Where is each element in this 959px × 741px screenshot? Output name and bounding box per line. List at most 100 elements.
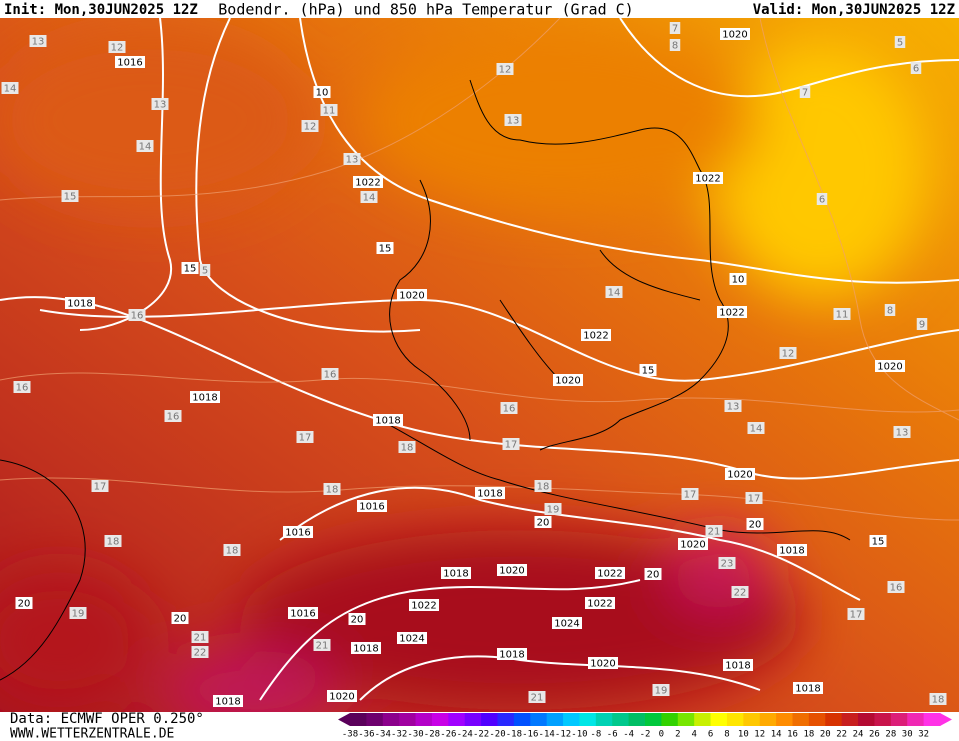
isotherm-label: 5: [897, 38, 903, 49]
scale-swatch: [645, 713, 662, 726]
isotherm-label: 9: [919, 320, 925, 331]
scale-label: 4: [691, 730, 696, 740]
isobar-label-box: [327, 690, 357, 702]
isotherm-label-box: [29, 35, 47, 47]
scale-arrow-high: [940, 713, 952, 726]
scale-swatch: [448, 713, 466, 726]
isotherm-label-box: [69, 607, 87, 619]
data-source: Data: ECMWF OPER 0.250°: [10, 711, 204, 727]
isotherm-label-box: [296, 431, 314, 443]
isotherm-label-box: [496, 63, 514, 75]
isobar-label: 1022: [355, 178, 380, 189]
scale-label: -28: [424, 730, 440, 740]
scale-swatch: [431, 713, 449, 726]
scale-label: 8: [724, 730, 729, 740]
isobar-label-box: [357, 500, 387, 512]
isobar-label: 1016: [290, 609, 315, 620]
isotherm-label: 16: [503, 404, 516, 415]
isotherm-label: 19: [655, 686, 668, 697]
scale-label: 0: [659, 730, 664, 740]
valid-time: Valid: Mon,30JUN2025 12Z: [753, 2, 955, 18]
isobar-label: 10: [732, 275, 745, 286]
isobar-label-box: [497, 564, 527, 576]
scale-label: 30: [902, 730, 913, 740]
isotherm-label: 12: [499, 65, 512, 76]
scale-label: -20: [489, 730, 505, 740]
scale-swatch: [530, 713, 548, 726]
scale-label: -16: [522, 730, 538, 740]
isotherm-label-box: [745, 492, 763, 504]
isotherm-label: 14: [139, 142, 152, 153]
isotherm-label: 22: [194, 648, 207, 659]
isobar-label-box: [397, 632, 427, 644]
scale-label: 20: [820, 730, 831, 740]
isotherm-label: 15: [64, 192, 77, 203]
scale-swatch: [415, 713, 433, 726]
isotherm-label: 11: [323, 106, 336, 117]
scale-swatch: [743, 713, 761, 726]
isotherm-label: 12: [782, 349, 795, 360]
isobar-label-box: [288, 607, 318, 619]
scale-swatch: [694, 713, 712, 726]
isotherm-label-box: [816, 193, 828, 205]
map-area: 13 12 14 13 12 11 14 13 15 14 12 13 5 16 14 16 16 16 17 16 1…: [0, 18, 959, 712]
scale-swatch: [890, 713, 908, 726]
isotherm-label: 14: [608, 288, 621, 299]
isotherm-label-box: [500, 402, 518, 414]
isobar-label-box: [875, 360, 905, 372]
isotherm-label-box: [705, 525, 723, 537]
isotherm-label-box: [320, 104, 338, 116]
scale-swatch: [661, 713, 679, 726]
scale-swatch: [366, 713, 384, 726]
isotherm-label: 19: [547, 505, 560, 516]
isobar-label-box: [497, 648, 527, 660]
isobars: [0, 18, 959, 701]
isotherm-label: 16: [890, 583, 903, 594]
scale-label: 26: [869, 730, 880, 740]
isotherm-label-box: [893, 426, 911, 438]
isobar-label-box: [65, 297, 95, 309]
isotherm-label: 13: [727, 402, 740, 413]
scale-swatch: [808, 713, 826, 726]
isobar-label: 1022: [583, 331, 608, 342]
scale-swatch: [710, 713, 728, 726]
scale-label: -34: [375, 730, 391, 740]
isotherm-label-box: [718, 557, 736, 569]
contour-labels: 13 12 14 13 12 11 14 13 15 14 12 13 5 16 14 16 16 16 17 16 1…: [1, 22, 947, 708]
isobar-label: 1020: [727, 470, 752, 481]
isobar-label: 1020: [877, 362, 902, 373]
isobar-label: 1022: [411, 601, 436, 612]
isotherm-label-box: [724, 400, 742, 412]
isotherm-label: 7: [672, 24, 678, 35]
isobar-label: 15: [642, 366, 655, 377]
scale-label: -14: [539, 730, 555, 740]
isotherm-label-box: [910, 62, 922, 74]
isotherm-label-box: [343, 153, 361, 165]
isobar-label-box: [348, 613, 366, 625]
scale-swatch: [923, 713, 941, 726]
isotherm-label-box: [747, 422, 765, 434]
isobar-label: 1018: [443, 569, 468, 580]
isobar-label: 1024: [399, 634, 424, 645]
isobar-label-box: [720, 28, 750, 40]
isobar-label-box: [351, 642, 381, 654]
scale-label: -38: [342, 730, 358, 740]
isobar-label-box: [723, 659, 753, 671]
isotherm-label-box: [104, 535, 122, 547]
isotherm-label-box: [731, 586, 749, 598]
isobar-label-box: [793, 682, 823, 694]
isobar-label-box: [552, 617, 582, 629]
isobar-label-box: [213, 695, 243, 707]
isotherm-label: 21: [194, 633, 207, 644]
isobar-label: 20: [18, 599, 31, 610]
isobar-label-box: [441, 567, 471, 579]
isotherm-label: 16: [324, 370, 337, 381]
isobar-label-box: [475, 487, 505, 499]
isotherm-label: 17: [850, 610, 863, 621]
scale-label: -30: [407, 730, 423, 740]
isotherm-label: 11: [836, 310, 849, 321]
isobar-label: 1024: [554, 619, 579, 630]
isobar-label: 1020: [399, 291, 424, 302]
isotherm-label-box: [398, 441, 416, 453]
isobar-label: 1018: [477, 489, 502, 500]
